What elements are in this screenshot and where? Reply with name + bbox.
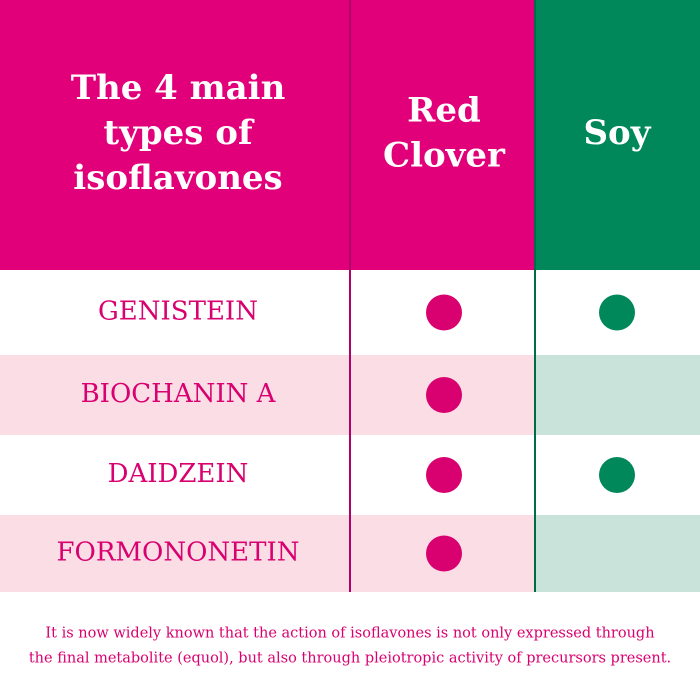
header-title: types of: [103, 113, 255, 153]
row-label: BIOCHANIN A: [81, 379, 277, 409]
header-title-cell: [0, 0, 350, 270]
column-header: Soy: [584, 113, 652, 153]
header-red-clover-cell: [351, 0, 535, 270]
texts: The 4 main types of isoflavones Red Clover So…: [29, 68, 671, 667]
row-band: [535, 355, 700, 435]
column-header: Red: [407, 91, 481, 131]
footnote: the final metabolite (equol), but also t…: [29, 651, 671, 667]
presence-dot: [426, 377, 462, 413]
footnote: It is now widely known that the action o…: [45, 626, 654, 642]
presence-dot: [426, 457, 462, 493]
row-band: [535, 515, 700, 592]
column-header: Clover: [383, 136, 506, 176]
row-label: GENISTEIN: [98, 297, 258, 327]
presence-dot: [599, 294, 635, 331]
presence-dot: [426, 294, 462, 331]
header-title: isoflavones: [73, 158, 282, 198]
presence-dot: [599, 457, 635, 493]
header-soy-cell: [536, 0, 700, 270]
row-label: FORMONONETIN: [56, 538, 299, 568]
header-title: The 4 main: [71, 68, 286, 108]
row-label: DAIDZEIN: [108, 459, 249, 489]
presence-dot: [426, 535, 462, 572]
